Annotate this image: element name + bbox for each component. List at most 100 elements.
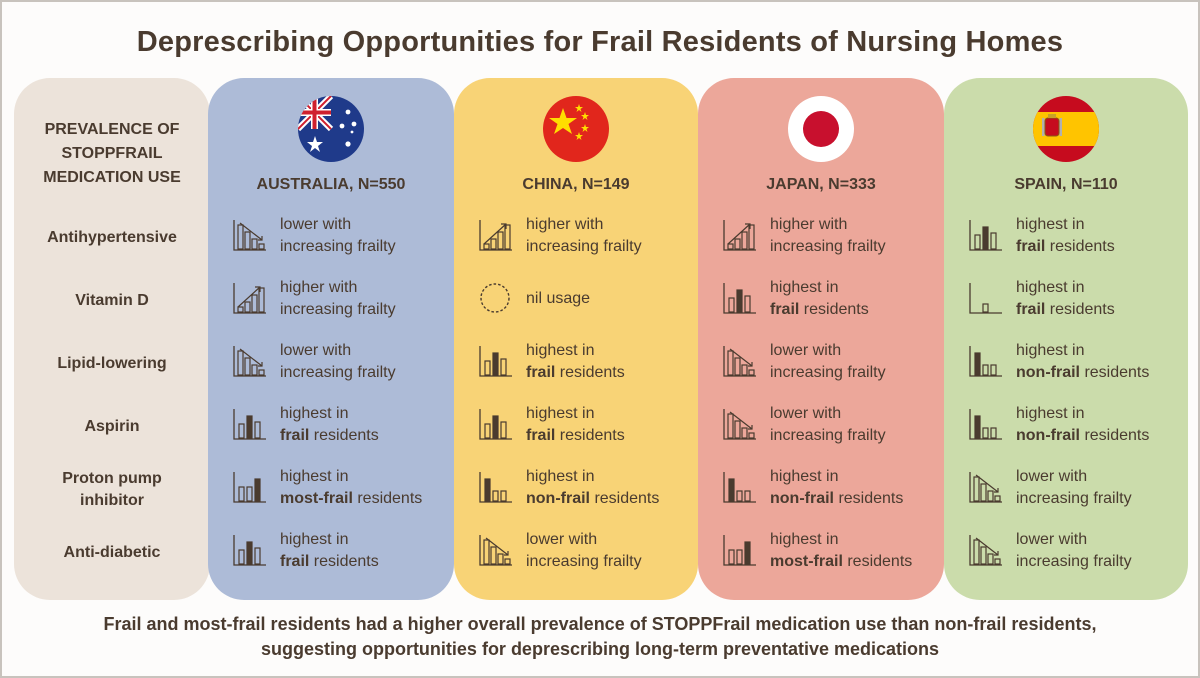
finding-line: non-frail residents — [1016, 425, 1149, 447]
medication-label-line: inhibitor — [80, 492, 144, 509]
finding-cell: higher with increasing frailty — [698, 212, 944, 262]
finding-line-text: highest in — [770, 468, 839, 485]
frailty-group-emphasis: frail — [770, 301, 800, 318]
medication-label: Anti-diabetic — [14, 542, 210, 564]
finding-cell: highest in frail residents — [208, 401, 454, 451]
lower-trend-chart-icon — [233, 220, 266, 251]
finding-line: highest in — [1016, 340, 1149, 362]
finding-text: higher with increasing frailty — [280, 277, 396, 321]
spain-flag-icon — [1033, 96, 1099, 162]
frail-only-chart-icon — [969, 283, 1002, 314]
finding-line: most-frail residents — [770, 551, 912, 573]
frailty-group-emphasis: frail — [1016, 238, 1046, 255]
finding-line-text: lower with — [770, 405, 842, 422]
finding-line-text: increasing frailty — [526, 238, 642, 255]
finding-line: increasing frailty — [280, 236, 396, 258]
finding-line-text: residents — [842, 553, 913, 570]
country-name: JAPAN, N=333 — [766, 176, 876, 193]
finding-line-text: residents — [555, 427, 625, 444]
finding-cell: highest in frail residents — [454, 401, 698, 451]
finding-line-text: highest in — [280, 405, 349, 422]
finding-cell: highest in non-frail residents — [944, 338, 1188, 388]
infographic-title: Deprescribing Opportunities for Frail Re… — [136, 26, 1064, 58]
finding-cell: highest in frail residents — [944, 212, 1188, 262]
lower-trend-chart-icon — [479, 535, 512, 566]
finding-line: highest in — [280, 403, 379, 425]
finding-line: nil usage — [526, 288, 590, 310]
finding-line-text: residents — [1080, 427, 1150, 444]
finding-line: highest in — [1016, 403, 1149, 425]
medication-label-line: Lipid-lowering — [57, 355, 167, 372]
finding-line-text: highest in — [1016, 216, 1085, 233]
finding-text: lower with increasing frailty — [1016, 529, 1132, 573]
conclusion-line: suggesting opportunities for deprescribi… — [260, 639, 940, 659]
china-flag-icon — [543, 96, 609, 162]
finding-line-text: highest in — [770, 279, 839, 296]
country-name: SPAIN, N=110 — [1014, 176, 1118, 193]
finding-line: increasing frailty — [1016, 488, 1132, 510]
finding-line: higher with — [526, 214, 642, 236]
finding-line-text: higher with — [526, 216, 604, 233]
finding-text: lower with increasing frailty — [770, 403, 886, 447]
non-frail-highest-chart-icon — [723, 472, 756, 503]
medication-label: Lipid-lowering — [14, 353, 210, 375]
frailty-group-emphasis: most-frail — [280, 490, 353, 507]
finding-text: highest in non-frail residents — [770, 466, 903, 510]
non-frail-highest-chart-icon — [969, 346, 1002, 377]
frailty-group-emphasis: frail — [280, 427, 310, 444]
finding-text: higher with increasing frailty — [526, 214, 642, 258]
medication-label-line: Vitamin D — [75, 292, 149, 309]
finding-line: highest in — [770, 466, 903, 488]
frailty-group-emphasis: non-frail — [1016, 427, 1080, 444]
finding-line-text: residents — [309, 553, 379, 570]
prevalence-header: PREVALENCE OF STOPPFRAIL MEDICATION USE — [14, 118, 210, 190]
finding-text: highest in non-frail residents — [1016, 403, 1149, 447]
frail-highest-chart-icon — [969, 220, 1002, 251]
finding-cell: nil usage — [454, 275, 698, 325]
frail-highest-chart-icon — [479, 346, 512, 377]
higher-trend-chart-icon — [233, 283, 266, 314]
finding-line-text: increasing frailty — [1016, 553, 1132, 570]
finding-line: highest in — [526, 403, 625, 425]
japan-flag-icon — [788, 96, 854, 162]
finding-line: frail residents — [770, 299, 869, 321]
finding-line-text: higher with — [280, 279, 358, 296]
country-column-spain: SPAIN, N=110 highest in frail residents hi… — [944, 78, 1188, 600]
medication-label-line: Antihypertensive — [47, 229, 177, 246]
finding-line: highest in — [526, 340, 625, 362]
finding-line-text: residents — [834, 490, 904, 507]
finding-line: frail residents — [526, 425, 625, 447]
lower-trend-chart-icon — [723, 409, 756, 440]
finding-line: lower with — [770, 340, 886, 362]
prevalence-header-line: PREVALENCE OF — [44, 121, 180, 138]
finding-text: lower with increasing frailty — [280, 214, 396, 258]
finding-line-text: increasing frailty — [280, 301, 396, 318]
finding-text: highest in most-frail residents — [770, 529, 912, 573]
finding-line: most-frail residents — [280, 488, 422, 510]
non-frail-highest-chart-icon — [969, 409, 1002, 440]
finding-cell: highest in frail residents — [698, 275, 944, 325]
medication-label-line: Proton pump — [62, 470, 162, 487]
finding-line-text: highest in — [280, 468, 349, 485]
lower-trend-chart-icon — [969, 535, 1002, 566]
country-column-china: CHINA, N=149 higher with increasing frail… — [454, 78, 698, 600]
finding-line-text: highest in — [1016, 279, 1085, 296]
finding-line-text: increasing frailty — [770, 238, 886, 255]
finding-line: higher with — [280, 277, 396, 299]
finding-line-text: increasing frailty — [280, 238, 396, 255]
finding-line: lower with — [1016, 529, 1132, 551]
lower-trend-chart-icon — [723, 346, 756, 377]
lower-trend-chart-icon — [969, 472, 1002, 503]
finding-line-text: lower with — [526, 531, 598, 548]
finding-line: non-frail residents — [1016, 362, 1149, 384]
country-name: AUSTRALIA, N=550 — [256, 176, 406, 193]
finding-line: highest in — [770, 277, 869, 299]
finding-cell: lower with increasing frailty — [208, 212, 454, 262]
finding-cell: highest in non-frail residents — [454, 464, 698, 514]
finding-line: increasing frailty — [770, 236, 886, 258]
medication-label-column: PREVALENCE OF STOPPFRAIL MEDICATION USE … — [14, 78, 210, 600]
frailty-group-emphasis: non-frail — [526, 490, 590, 507]
frailty-group-emphasis: frail — [526, 364, 556, 381]
finding-text: highest in frail residents — [526, 403, 625, 447]
